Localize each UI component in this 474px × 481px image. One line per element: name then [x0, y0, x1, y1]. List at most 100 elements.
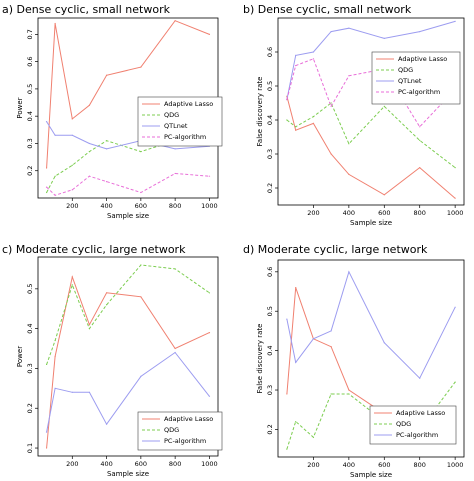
x-axis-label: Sample size: [350, 219, 392, 227]
data-point: [71, 276, 73, 278]
data-point: [71, 134, 73, 136]
x-tick-label: 400: [343, 209, 355, 217]
data-point: [454, 20, 456, 22]
data-point: [454, 306, 456, 308]
data-point: [208, 332, 211, 334]
legend-label: PC-algorithm: [164, 133, 206, 141]
panel-title: b) Dense cyclic, small network: [243, 3, 412, 16]
data-point: [71, 284, 73, 286]
legend-label: PC-algorithm: [398, 88, 440, 96]
data-point: [330, 153, 332, 155]
data-point: [348, 389, 350, 391]
data-point: [54, 339, 56, 342]
y-tick-label: 0.2: [266, 183, 274, 193]
data-point: [312, 436, 315, 438]
x-tick-label: 600: [135, 460, 147, 468]
data-point: [383, 37, 385, 40]
x-axis-label: Sample size: [107, 212, 149, 220]
x-axis-label: Sample size: [107, 470, 149, 478]
data-point: [312, 51, 315, 53]
series-line-2: [286, 102, 456, 168]
y-tick-label: 0.4: [26, 323, 34, 333]
y-axis-label: False discovery rate: [256, 77, 264, 147]
data-point: [383, 105, 385, 107]
series-line-4: [286, 58, 456, 128]
legend-label: Adaptive Lasso: [396, 409, 445, 417]
data-point: [140, 191, 142, 194]
data-point: [454, 167, 456, 169]
data-point: [330, 393, 332, 395]
y-tick-label: 0.5: [26, 84, 34, 94]
data-point: [54, 194, 56, 196]
data-point: [383, 194, 385, 196]
data-point: [454, 197, 456, 199]
series-line-3: [286, 270, 456, 380]
data-point: [54, 134, 56, 136]
x-tick-label: 800: [169, 460, 181, 468]
x-tick-label: 200: [66, 202, 78, 210]
data-point: [88, 151, 91, 153]
legend-label: Adaptive Lasso: [398, 55, 447, 63]
data-point: [419, 126, 421, 128]
series-line-1: [286, 287, 456, 422]
y-axis-label: Power: [16, 346, 24, 367]
data-point: [419, 139, 421, 141]
data-point: [54, 22, 56, 25]
data-point: [454, 381, 456, 383]
data-point: [312, 122, 315, 124]
data-point: [348, 173, 350, 175]
data-point: [174, 148, 176, 150]
data-point: [174, 268, 176, 270]
x-tick-label: 400: [343, 461, 355, 469]
data-point: [105, 423, 108, 425]
data-point: [105, 140, 108, 142]
x-tick-label: 800: [414, 209, 426, 217]
y-tick-label: 0.2: [26, 166, 34, 176]
data-point: [312, 338, 315, 340]
data-point: [295, 65, 297, 67]
chart-panel-2: b) Dense cyclic, small network 200 400 600 8…: [243, 3, 465, 227]
data-point: [348, 27, 350, 29]
y-tick-label: 0.6: [26, 56, 34, 66]
x-tick-label: 600: [378, 461, 390, 469]
data-point: [208, 33, 211, 35]
y-tick-label: 0.3: [26, 138, 34, 148]
x-tick-label: 1000: [201, 460, 218, 468]
legend-label: QDG: [398, 66, 413, 74]
x-tick-label: 1000: [201, 202, 218, 210]
data-point: [348, 393, 350, 395]
y-tick-label: 0.4: [266, 345, 274, 355]
data-point: [54, 355, 56, 358]
x-tick-label: 400: [100, 460, 112, 468]
data-point: [330, 105, 332, 107]
legend-label: QDG: [164, 111, 179, 119]
data-point: [88, 175, 91, 177]
data-point: [140, 296, 142, 298]
data-point: [312, 116, 315, 118]
data-point: [88, 328, 91, 330]
series-line-4: [46, 172, 210, 196]
y-tick-label: 0.3: [266, 149, 274, 159]
data-point: [71, 164, 73, 166]
data-point: [174, 20, 176, 22]
data-point: [330, 330, 332, 332]
data-point: [88, 391, 91, 393]
data-point: [45, 186, 48, 188]
data-point: [105, 148, 108, 150]
y-tick-label: 0.1: [26, 443, 34, 453]
data-point: [71, 391, 73, 393]
panel-title: a) Dense cyclic, small network: [2, 3, 171, 16]
x-tick-label: 200: [66, 460, 78, 468]
legend-label: Adaptive Lasso: [164, 100, 213, 108]
data-point: [312, 58, 315, 60]
y-tick-label: 0.5: [266, 81, 274, 91]
chart-panel-1: a) Dense cyclic, small network 200 400 600 8…: [2, 3, 223, 220]
legend-label: QTLnet: [398, 77, 422, 85]
data-point: [45, 121, 48, 123]
legend-label: QDG: [396, 420, 411, 428]
data-point: [105, 292, 108, 294]
data-point: [208, 292, 211, 294]
data-point: [295, 361, 297, 364]
